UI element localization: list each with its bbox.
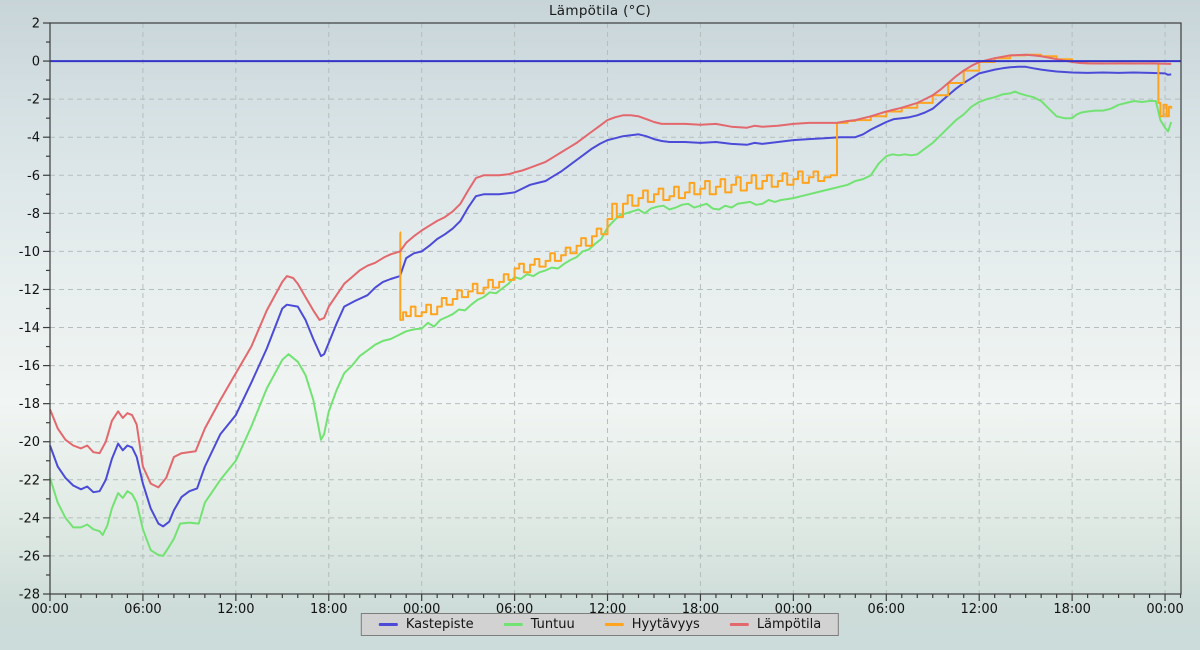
y-tick-label: -14 [19, 321, 40, 336]
y-tick-label: -26 [19, 549, 40, 564]
legend: Kastepiste Tuntuu Hyytävyys Lämpötila [360, 613, 840, 636]
legend-item-lampotila: Lämpötila [729, 617, 822, 632]
y-tick-label: -16 [19, 359, 40, 374]
y-tick-label: -20 [19, 435, 40, 450]
legend-label: Lämpötila [756, 617, 822, 632]
legend-item-tuntuu: Tuntuu [503, 617, 575, 632]
y-tick-label: 2 [32, 17, 40, 32]
x-tick-label: 00:00 [31, 602, 68, 617]
y-tick-label: 0 [32, 55, 40, 70]
legend-swatch-kastepiste [378, 623, 398, 626]
plot-border [49, 22, 1182, 595]
legend-item-hyytavyys: Hyytävyys [604, 617, 700, 632]
series-line-lampotila [49, 53, 1172, 489]
y-tick-label: -6 [27, 169, 40, 184]
y-tick-label: -28 [19, 588, 40, 603]
series-line-tuntuu [49, 90, 1173, 557]
x-tick-label: 18:00 [1053, 602, 1090, 617]
x-tick-label: 12:00 [217, 602, 254, 617]
legend-label: Hyytävyys [631, 617, 700, 632]
legend-swatch-hyytavyys [604, 623, 624, 626]
series-line-kastepiste [49, 65, 1172, 528]
legend-swatch-lampotila [729, 623, 749, 626]
y-tick-label: -2 [27, 93, 40, 108]
legend-item-kastepiste: Kastepiste [378, 617, 474, 632]
series-line-hyytavyys [399, 53, 1173, 321]
y-tick-label: -8 [27, 207, 40, 222]
legend-label: Kastepiste [405, 617, 474, 632]
legend-swatch-tuntuu [503, 623, 523, 626]
chart-title: Lämpötila (°C) [548, 3, 652, 19]
y-tick-label: -24 [19, 511, 40, 526]
x-tick-label: 18:00 [310, 602, 347, 617]
legend-label: Tuntuu [530, 617, 575, 632]
y-tick-label: -10 [19, 245, 40, 260]
x-tick-label: 12:00 [960, 602, 997, 617]
x-tick-label: 06:00 [868, 602, 905, 617]
x-tick-label: 00:00 [1146, 602, 1183, 617]
y-tick-label: -12 [19, 283, 40, 298]
y-tick-label: -18 [19, 397, 40, 412]
x-tick-label: 06:00 [124, 602, 161, 617]
y-tick-label: -22 [19, 473, 40, 488]
y-tick-label: -4 [27, 131, 40, 146]
